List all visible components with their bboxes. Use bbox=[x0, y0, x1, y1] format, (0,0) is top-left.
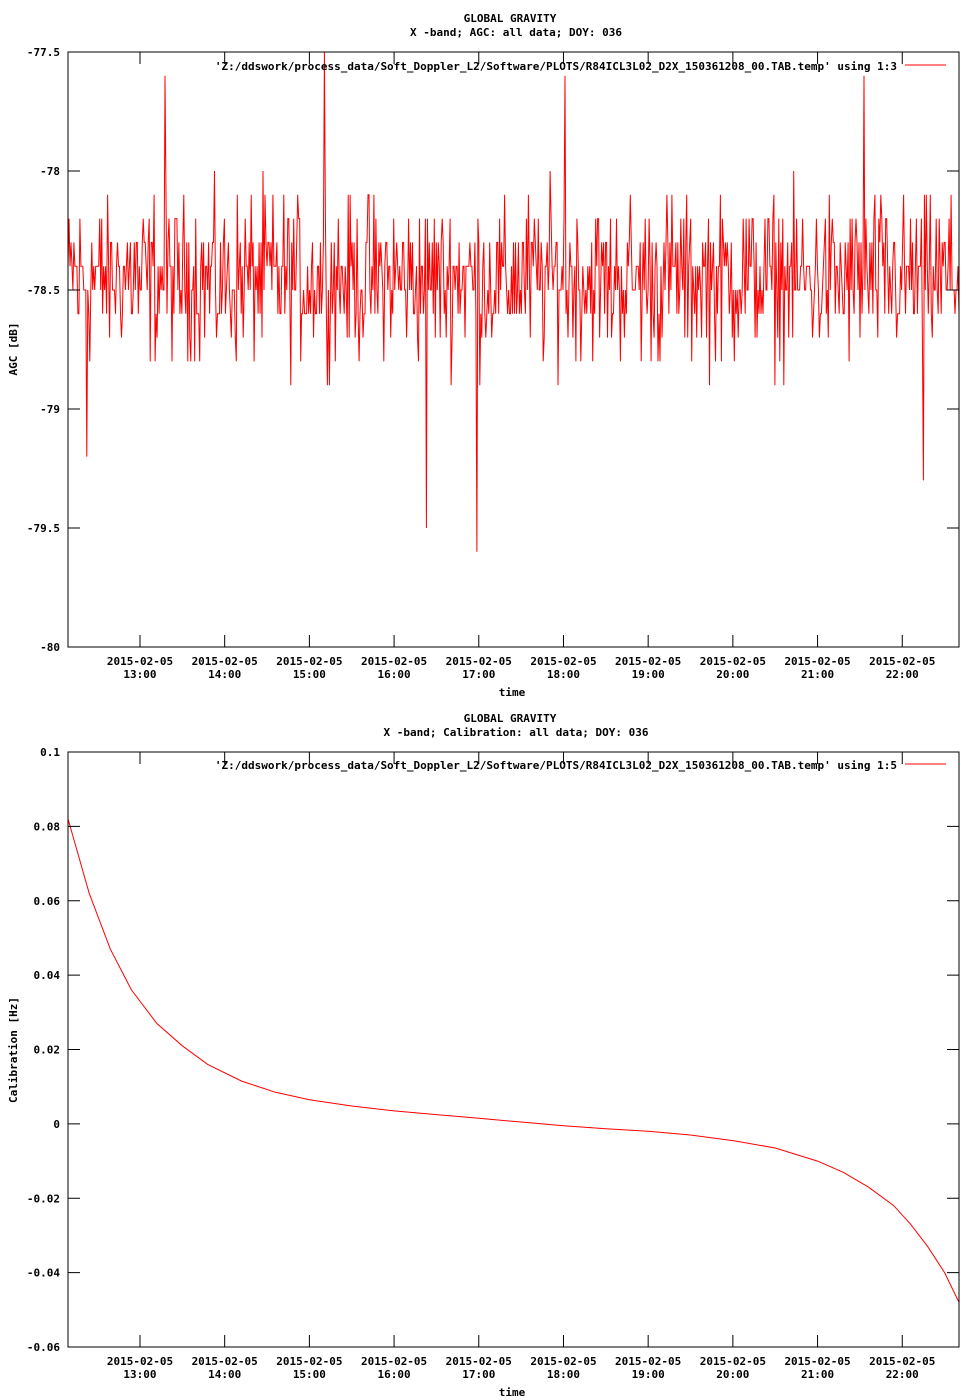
x-tick-time: 21:00 bbox=[801, 1368, 834, 1381]
y-tick-label: 0.06 bbox=[34, 895, 61, 908]
x-tick-date: 2015-02-05 bbox=[446, 655, 512, 668]
x-tick-date: 2015-02-05 bbox=[276, 1355, 342, 1368]
x-tick-date: 2015-02-05 bbox=[446, 1355, 512, 1368]
x-tick-time: 16:00 bbox=[378, 1368, 411, 1381]
x-tick-date: 2015-02-05 bbox=[192, 1355, 258, 1368]
plot-area: 0.1 0.08 0.06 0.04 0.02 0 -0.02 -0.04 -0.06 2015-… bbox=[27, 746, 960, 1381]
y-tick-label: 0.1 bbox=[40, 746, 60, 759]
y-tick-label: -0.02 bbox=[27, 1192, 60, 1205]
x-tick-date: 2015-02-05 bbox=[615, 1355, 681, 1368]
x-tick-time: 17:00 bbox=[462, 1368, 495, 1381]
y-tick-label: -77.5 bbox=[27, 46, 60, 59]
x-tick-time: 22:00 bbox=[886, 668, 919, 681]
x-tick-time: 18:00 bbox=[547, 668, 580, 681]
x-tick-date: 2015-02-05 bbox=[107, 655, 173, 668]
y-tick-label: -0.04 bbox=[27, 1267, 60, 1280]
x-tick-date: 2015-02-05 bbox=[530, 655, 596, 668]
x-tick-time: 22:00 bbox=[886, 1368, 919, 1381]
x-tick-date: 2015-02-05 bbox=[361, 655, 427, 668]
agc-chart: GLOBAL GRAVITY X -band; AGC: all data; D… bbox=[7, 12, 960, 699]
y-tick-label: -78.5 bbox=[27, 284, 60, 297]
calibration-chart: GLOBAL GRAVITY X -band; Calibration: all… bbox=[7, 712, 960, 1399]
x-tick-time: 18:00 bbox=[547, 1368, 580, 1381]
x-tick-time: 15:00 bbox=[293, 668, 326, 681]
x-tick-time: 16:00 bbox=[378, 668, 411, 681]
y-tick-label: -78 bbox=[40, 165, 60, 178]
series-line bbox=[67, 51, 960, 552]
x-tick-time: 15:00 bbox=[293, 1368, 326, 1381]
x-tick-time: 13:00 bbox=[123, 1368, 156, 1381]
x-tick-date: 2015-02-05 bbox=[530, 1355, 596, 1368]
chart-subtitle: X -band; AGC: all data; DOY: 036 bbox=[410, 26, 622, 39]
x-tick-date: 2015-02-05 bbox=[615, 655, 681, 668]
x-axis-label: time bbox=[499, 1386, 526, 1399]
y-tick-label: -80 bbox=[40, 641, 60, 654]
y-tick-label: -79 bbox=[40, 403, 60, 416]
chart-subtitle: X -band; Calibration: all data; DOY: 036 bbox=[384, 726, 649, 739]
x-tick-date: 2015-02-05 bbox=[784, 1355, 850, 1368]
x-tick-time: 20:00 bbox=[716, 668, 749, 681]
plot-frame bbox=[67, 751, 960, 1348]
plot-area: -77.5-78-78.5-79-79.5-802015-02-0513:002… bbox=[27, 46, 960, 681]
y-tick-label: 0.04 bbox=[34, 969, 61, 982]
x-tick-time: 19:00 bbox=[632, 1368, 665, 1381]
x-tick-date: 2015-02-05 bbox=[276, 655, 342, 668]
x-tick-date: 2015-02-05 bbox=[361, 1355, 427, 1368]
legend-label: 'Z:/ddswork/process_data/Soft_Doppler_L2… bbox=[215, 759, 897, 772]
x-tick-date: 2015-02-05 bbox=[107, 1355, 173, 1368]
x-tick-time: 13:00 bbox=[123, 668, 156, 681]
y-tick-label: 0.02 bbox=[34, 1044, 61, 1057]
y-axis-label: Calibration [Hz] bbox=[7, 997, 20, 1103]
x-tick-date: 2015-02-05 bbox=[700, 655, 766, 668]
x-tick-time: 21:00 bbox=[801, 668, 834, 681]
x-tick-time: 14:00 bbox=[208, 1368, 241, 1381]
x-tick-date: 2015-02-05 bbox=[784, 655, 850, 668]
x-tick-date: 2015-02-05 bbox=[192, 655, 258, 668]
x-tick-time: 17:00 bbox=[462, 668, 495, 681]
plot-frame bbox=[67, 51, 960, 648]
x-tick-time: 19:00 bbox=[632, 668, 665, 681]
chart-title: GLOBAL GRAVITY bbox=[464, 12, 557, 25]
y-axis-label: AGC [dB] bbox=[7, 323, 20, 376]
x-tick-time: 20:00 bbox=[716, 1368, 749, 1381]
x-tick-date: 2015-02-05 bbox=[700, 1355, 766, 1368]
x-tick-time: 14:00 bbox=[208, 668, 241, 681]
y-tick-label: -0.06 bbox=[27, 1341, 60, 1354]
x-axis-label: time bbox=[499, 686, 526, 699]
series-line bbox=[67, 818, 960, 1303]
x-tick-date: 2015-02-05 bbox=[869, 1355, 935, 1368]
chart-title: GLOBAL GRAVITY bbox=[464, 712, 557, 725]
x-tick-date: 2015-02-05 bbox=[869, 655, 935, 668]
y-tick-label: 0.08 bbox=[34, 820, 61, 833]
legend-label: 'Z:/ddswork/process_data/Soft_Doppler_L2… bbox=[215, 60, 897, 73]
y-tick-label: -79.5 bbox=[27, 522, 60, 535]
y-tick-label: 0 bbox=[53, 1118, 60, 1131]
